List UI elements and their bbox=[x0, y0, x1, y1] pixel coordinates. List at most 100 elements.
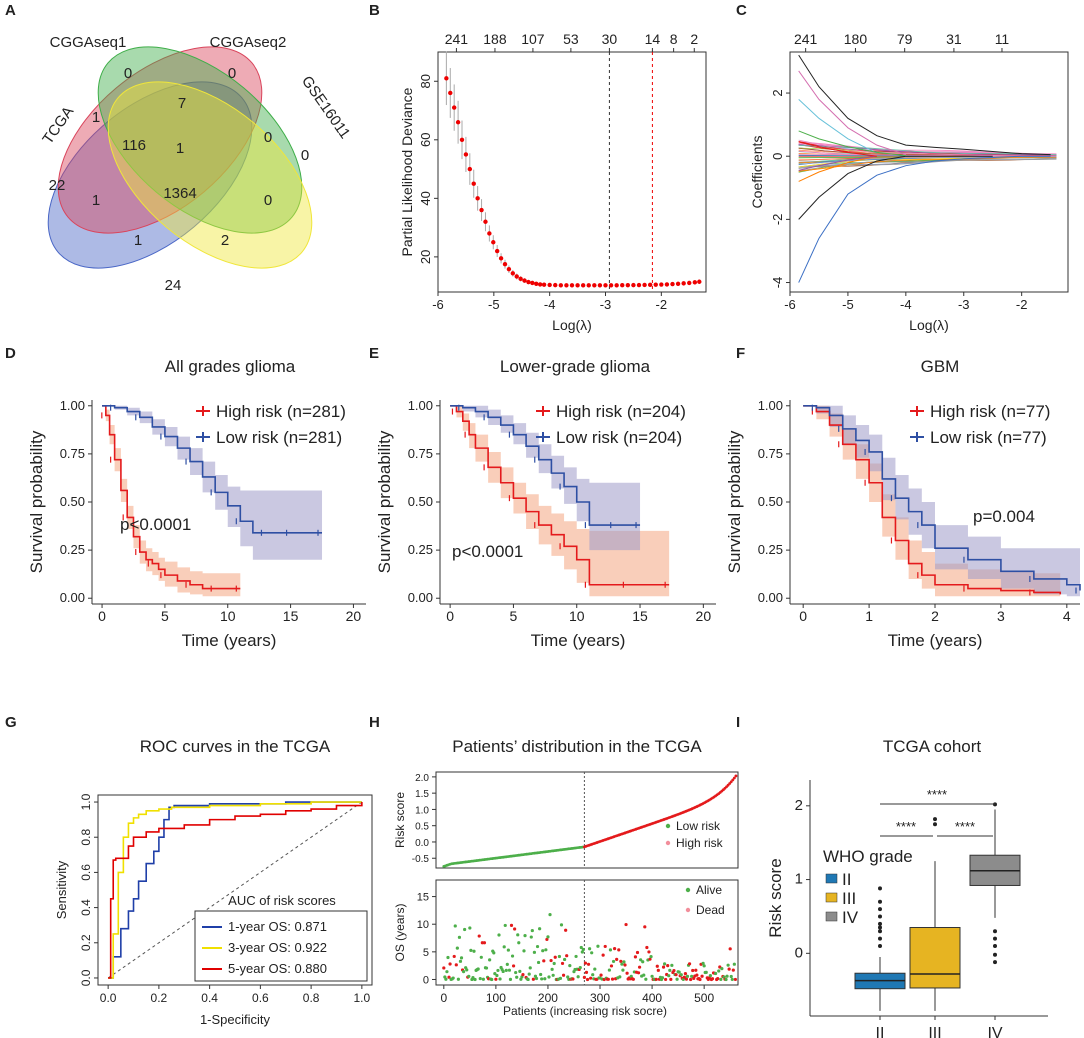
os-point bbox=[583, 961, 588, 965]
os-point bbox=[503, 923, 507, 928]
os-point bbox=[690, 974, 694, 978]
os-point bbox=[542, 959, 546, 963]
deviance-point bbox=[471, 181, 476, 186]
os-point bbox=[508, 977, 513, 981]
os-point bbox=[444, 977, 448, 981]
os-point bbox=[473, 977, 477, 982]
y-axis-tick-label: 0 bbox=[770, 153, 785, 160]
os-point bbox=[453, 924, 457, 928]
roc-curve bbox=[108, 801, 362, 979]
y-axis-tick-label: 5 bbox=[423, 947, 429, 959]
p-value-annotation: p<0.0001 bbox=[120, 515, 191, 534]
os-point bbox=[481, 977, 485, 981]
panel-label-A: A bbox=[5, 2, 16, 19]
risk-score-point bbox=[734, 774, 738, 778]
x-axis-label: Time (years) bbox=[531, 631, 626, 650]
deviance-point bbox=[553, 282, 558, 288]
os-point bbox=[461, 970, 466, 974]
legend-marker bbox=[665, 840, 671, 846]
outlier-point bbox=[878, 907, 882, 912]
x-axis-tick-label: -5 bbox=[842, 297, 854, 312]
chart-title: All grades glioma bbox=[165, 357, 296, 376]
x-axis-tick-label: 0.2 bbox=[151, 991, 168, 1005]
os-point bbox=[515, 975, 519, 979]
coefficient-path bbox=[798, 144, 1057, 156]
os-point bbox=[661, 965, 666, 969]
os-point bbox=[459, 956, 464, 960]
panel-label-F: F bbox=[736, 345, 745, 362]
survival-curve bbox=[803, 404, 1062, 595]
os-point bbox=[565, 954, 569, 958]
outlier-point bbox=[993, 943, 997, 948]
os-point bbox=[704, 970, 708, 974]
chart-title: GBM bbox=[921, 357, 960, 376]
coefficient-path bbox=[798, 141, 877, 157]
x-axis-tick-label: 5 bbox=[161, 608, 169, 624]
os-point bbox=[720, 967, 724, 971]
top-tick-label: 107 bbox=[521, 31, 545, 47]
os-point bbox=[504, 968, 508, 972]
os-point bbox=[733, 977, 737, 982]
deviance-point bbox=[502, 261, 508, 267]
deviance-point bbox=[653, 282, 658, 287]
os-point bbox=[618, 975, 622, 979]
x-axis-tick-label: -4 bbox=[900, 297, 912, 312]
plot-frame bbox=[97, 794, 373, 986]
outlier-point bbox=[993, 952, 997, 957]
os-point bbox=[710, 977, 715, 981]
legend-label: High risk (n=77) bbox=[930, 402, 1050, 421]
os-point bbox=[631, 977, 635, 981]
os-point bbox=[645, 945, 649, 950]
y-axis-tick-label: 0.5 bbox=[415, 822, 429, 833]
deviance-point bbox=[569, 283, 575, 288]
x-axis-tick-label: 0 bbox=[98, 608, 106, 624]
os-point bbox=[729, 974, 733, 979]
os-point bbox=[608, 948, 613, 952]
legend-label: Low risk (n=77) bbox=[930, 428, 1047, 447]
outlier-point bbox=[878, 914, 882, 919]
y-axis-tick-label: 20 bbox=[418, 250, 433, 264]
deviance-point bbox=[681, 281, 686, 286]
x-axis-tick-label: -6 bbox=[432, 297, 444, 312]
os-point bbox=[660, 976, 665, 980]
top-tick-label: 53 bbox=[563, 31, 579, 47]
top-tick-label: 241 bbox=[445, 31, 469, 47]
y-axis-label: Survival probability bbox=[725, 430, 744, 573]
os-point bbox=[505, 962, 509, 966]
legend-label: 3-year OS: 0.922 bbox=[228, 940, 327, 955]
venn-set-GSE16011 bbox=[107, 81, 313, 269]
top-tick-label: 30 bbox=[602, 31, 618, 47]
venn-region-count: 1 bbox=[92, 192, 100, 209]
os-point bbox=[606, 977, 610, 981]
x-axis-label: Time (years) bbox=[888, 631, 983, 650]
os-point bbox=[644, 977, 648, 981]
y-axis-tick-label: 0.25 bbox=[408, 542, 433, 557]
os-point bbox=[589, 976, 593, 980]
venn-region-count: 0 bbox=[264, 192, 272, 209]
os-point bbox=[685, 974, 690, 978]
x-axis-tick-label: -6 bbox=[784, 297, 796, 312]
risk-score-point bbox=[732, 776, 736, 780]
os-point bbox=[648, 957, 652, 961]
y-axis-tick-label: 0.4 bbox=[79, 899, 93, 916]
y-axis-tick-label: 0 bbox=[423, 974, 429, 986]
os-point bbox=[621, 968, 625, 972]
risk-score-point bbox=[731, 778, 735, 782]
x-axis-tick-label: -4 bbox=[544, 297, 556, 312]
p-value-annotation: p=0.004 bbox=[973, 507, 1035, 526]
os-point bbox=[708, 974, 713, 978]
legend-title: AUC of risk scores bbox=[228, 893, 336, 908]
os-point bbox=[511, 964, 516, 968]
chart-title: Patients’ distribution in the TCGA bbox=[452, 737, 702, 756]
deviance-point bbox=[597, 283, 603, 288]
venn-set-CGGAseq1 bbox=[57, 46, 263, 234]
os-point bbox=[593, 967, 597, 971]
os-point bbox=[700, 974, 704, 978]
deviance-point bbox=[475, 196, 480, 201]
survival-curve bbox=[450, 404, 670, 586]
os-point bbox=[581, 947, 585, 952]
os-point bbox=[679, 973, 683, 977]
os-point bbox=[625, 971, 629, 975]
panel-label-E: E bbox=[369, 345, 379, 362]
os-point bbox=[717, 969, 721, 973]
